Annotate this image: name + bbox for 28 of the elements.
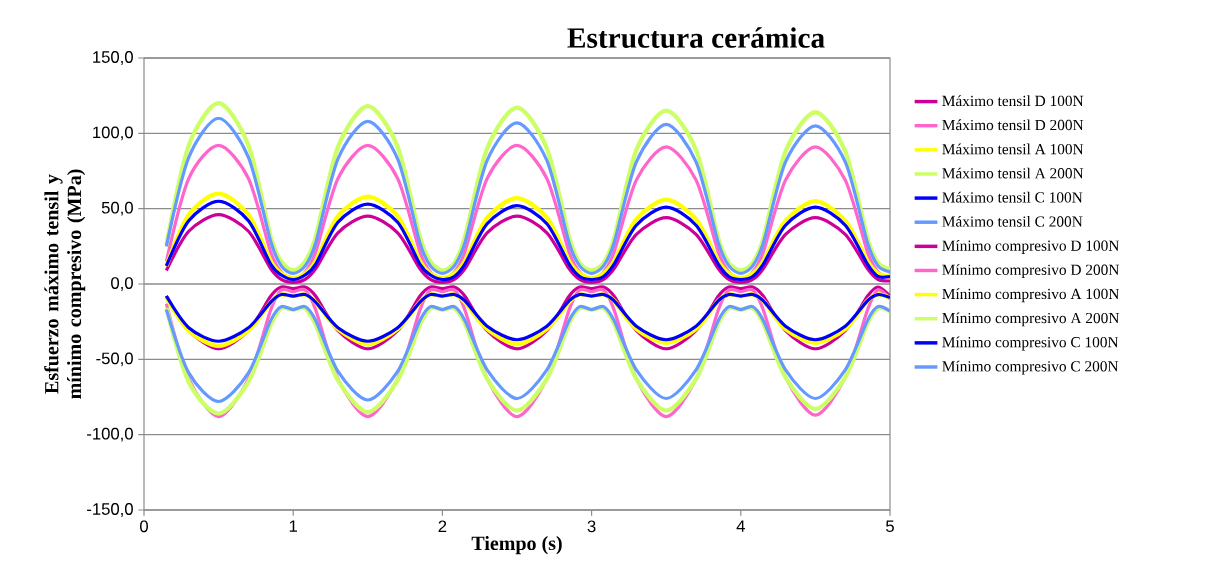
y-axis-title: Esfuerzo máximo tensil y mínimo compresivo (MPa) — [44, 169, 86, 399]
legend-label: Mínimo compresivo C 200N — [942, 360, 1119, 375]
y-tick-label: -50,0 — [96, 352, 133, 367]
legend-label: Mínimo compresivo D 200N — [942, 264, 1120, 279]
chart-title: Estructura cerámica — [567, 27, 825, 48]
y-tick-label: 150,0 — [93, 51, 133, 65]
x-tick-label: 1 — [289, 520, 298, 532]
legend-label: Mínimo compresivo C 100N — [942, 336, 1119, 351]
y-tick-label: 50,0 — [101, 201, 133, 216]
y-tick-label: 100,0 — [93, 126, 133, 141]
y-tick-label: -150,0 — [87, 503, 133, 517]
legend-label: Máximo tensil C 200N — [942, 215, 1083, 227]
x-tick-label: 4 — [736, 520, 745, 532]
legend-label: Máximo tensil A 200N — [942, 167, 1084, 179]
y-tick-label: 0,0 — [111, 277, 133, 291]
y-tick-label: -100,0 — [87, 427, 133, 442]
x-tick-label: 5 — [886, 520, 894, 533]
x-axis-title: Tiempo (s) — [471, 536, 562, 555]
legend-label: Máximo tensil D 200N — [942, 119, 1084, 131]
legend-label: Mínimo compresivo A 100N — [942, 288, 1120, 303]
legend-label: Máximo tensil C 100N — [942, 191, 1083, 203]
x-tick-label: 3 — [587, 520, 596, 533]
legend-label: Máximo tensil A 100N — [942, 143, 1084, 155]
legend-label: Mínimo compresivo D 100N — [942, 240, 1120, 254]
x-tick-label: 2 — [438, 520, 447, 533]
legend-label: Mínimo compresivo A 200N — [942, 312, 1120, 327]
x-tick-label: 0 — [140, 520, 148, 533]
legend-label: Máximo tensil D 100N — [942, 95, 1084, 107]
